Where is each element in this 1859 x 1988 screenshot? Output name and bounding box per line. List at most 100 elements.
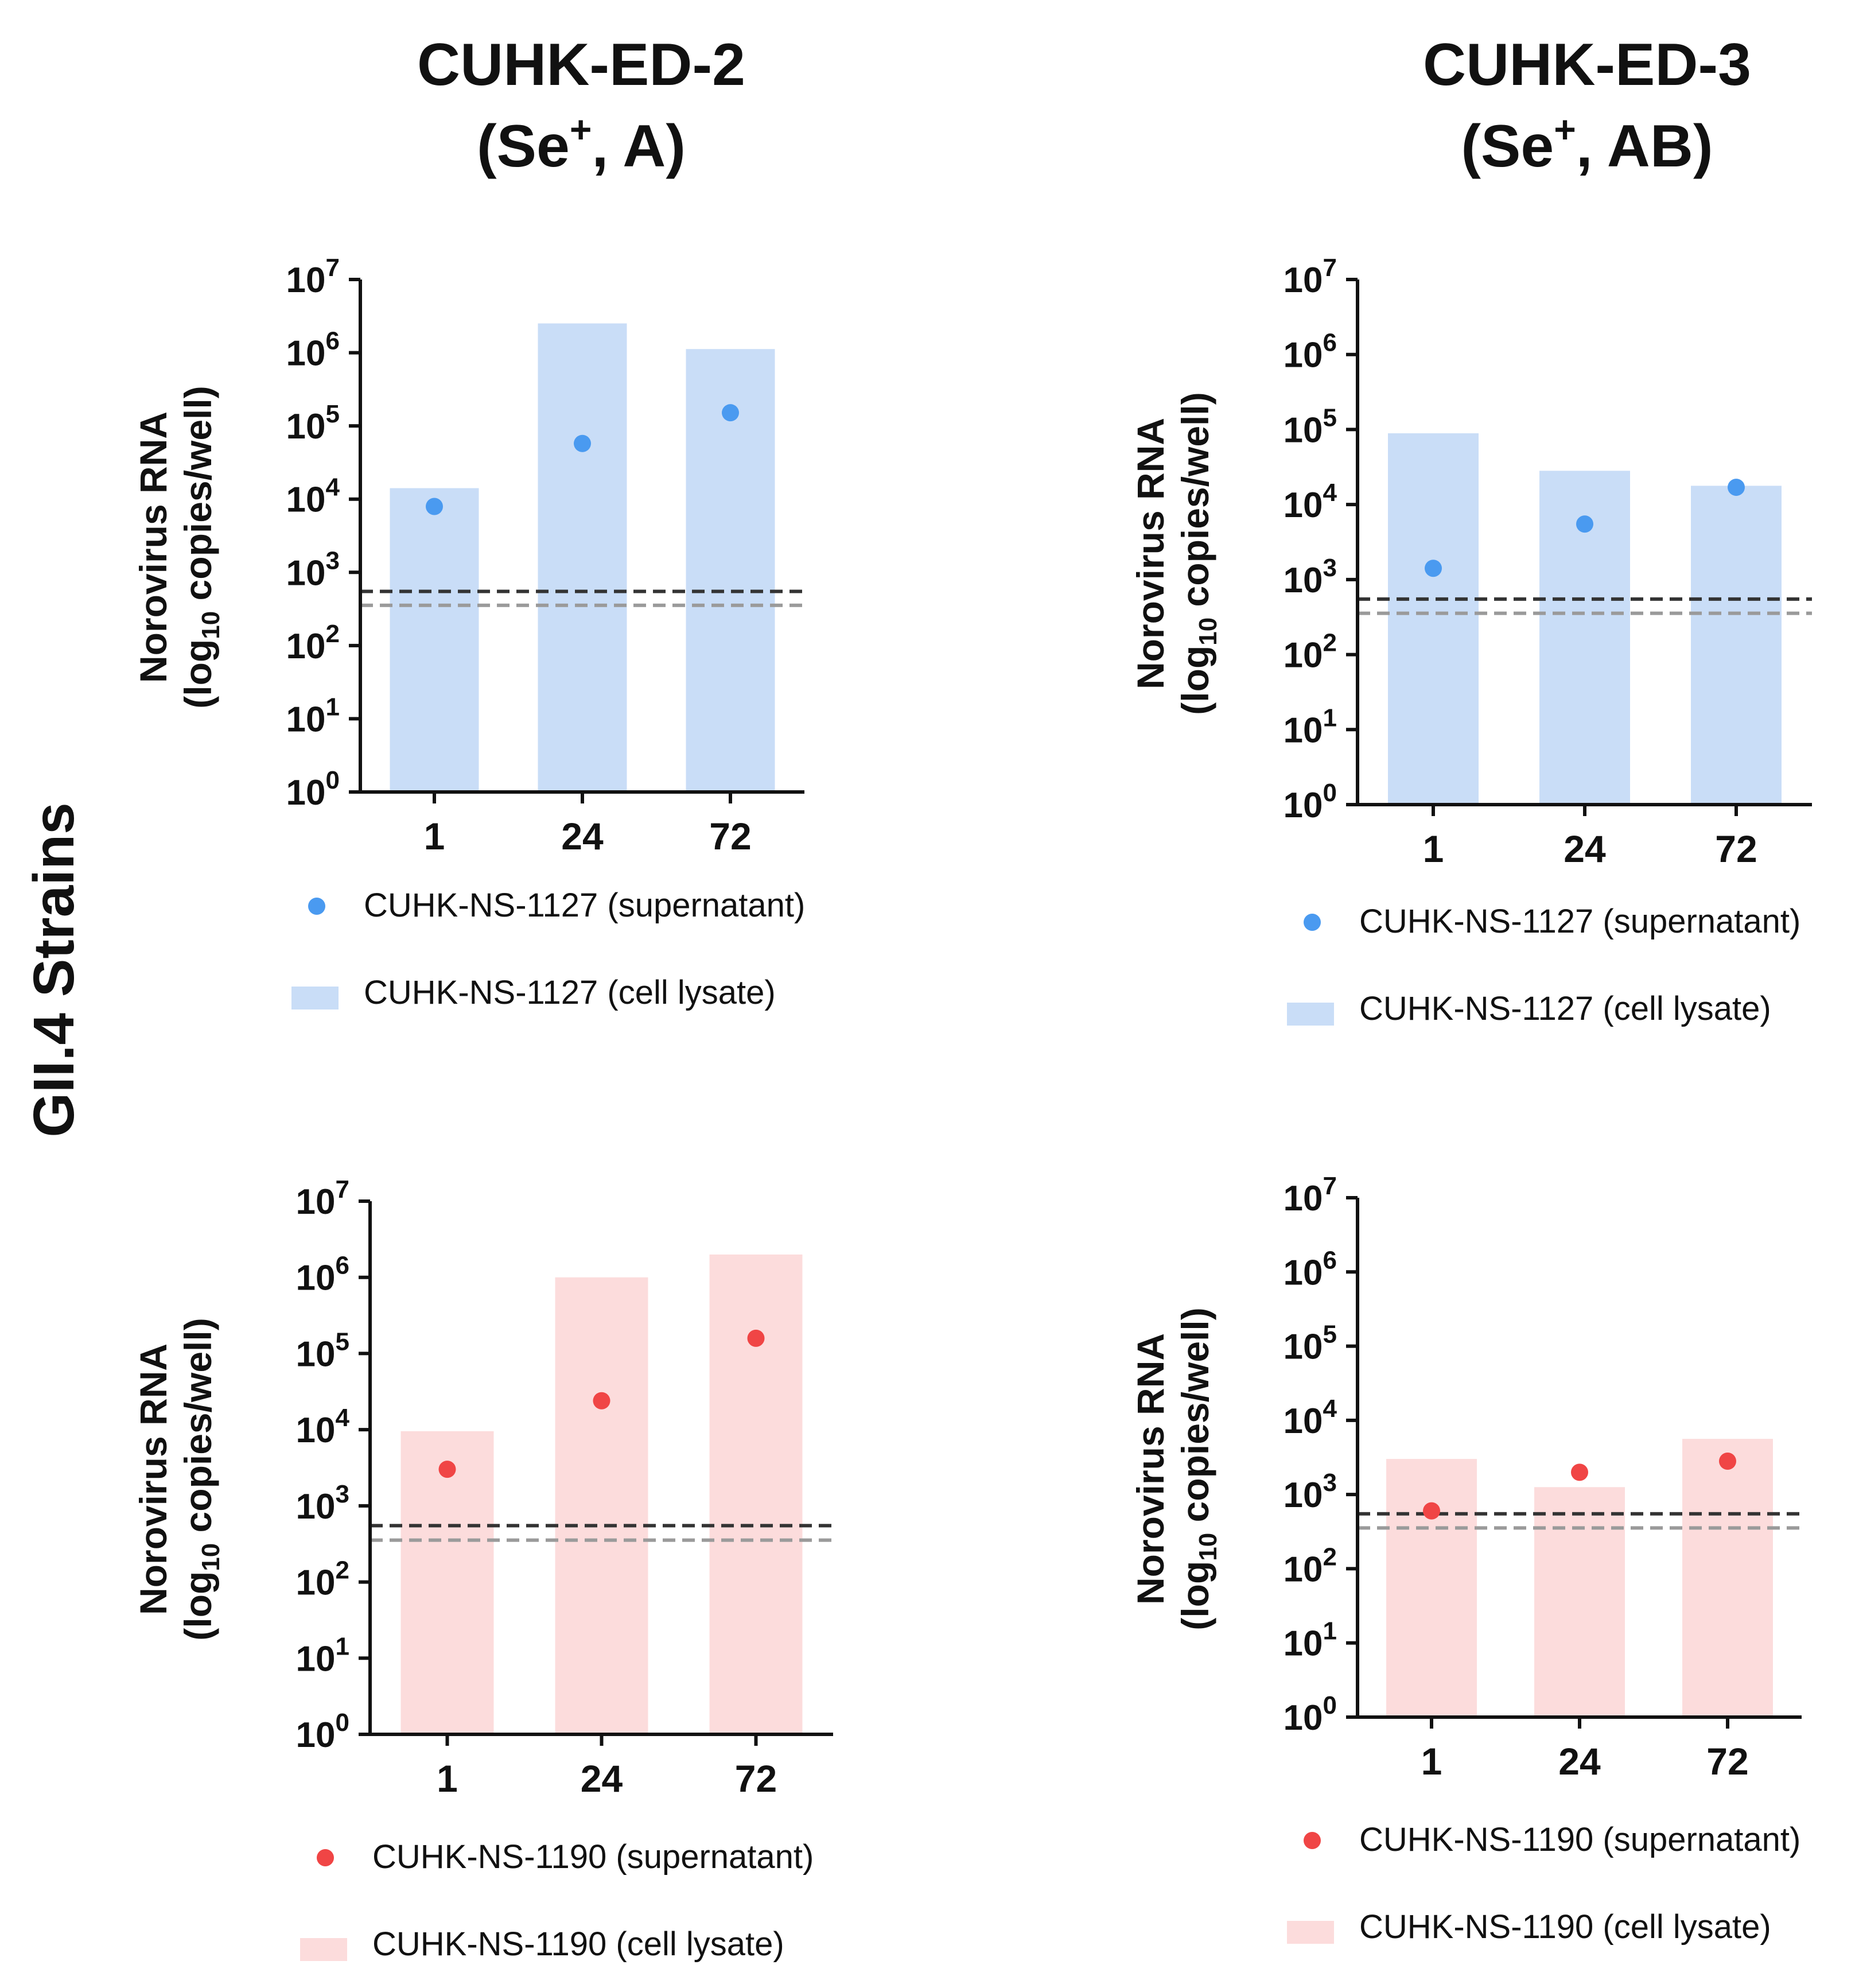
point-24	[574, 434, 591, 452]
point-1	[438, 1461, 456, 1478]
point-24	[1571, 1463, 1588, 1481]
x-tick-label: 24	[561, 815, 604, 857]
bar-72	[1682, 1439, 1773, 1717]
x-tick-label: 1	[437, 1757, 458, 1800]
legend-bar-swatch	[300, 1938, 347, 1961]
bar-72	[686, 349, 775, 792]
chart-panel-bottom-left: 100 101 102 103 104 105 106 107 1 24 72 Norovirus R…	[132, 1175, 833, 1963]
y-tick-label: 103	[296, 1480, 349, 1527]
y-tick-label: 105	[286, 400, 340, 446]
chart-panel-bottom-right: 100 101 102 103 104 105 106 107 1 24 72 Norovirus R…	[1129, 1172, 1802, 1946]
point-1	[1425, 560, 1442, 577]
column-subtitle-ed3: (Se+, AB)	[1461, 108, 1713, 180]
point-72	[1728, 479, 1745, 496]
y-axis-title-units: (log10 copies/well)	[1174, 392, 1222, 715]
legend-bar-label: CUHK-NS-1127 (cell lysate)	[1359, 990, 1771, 1027]
column-title-ed2: CUHK-ED-2	[417, 32, 745, 98]
bar-1	[390, 488, 479, 792]
legend-point-label: CUHK-NS-1127 (supernatant)	[364, 887, 805, 924]
legend-bar-label: CUHK-NS-1190 (cell lysate)	[1359, 1908, 1771, 1946]
y-tick-label: 101	[1284, 1617, 1337, 1664]
y-axis-title-units: (log10 copies/well)	[1174, 1307, 1222, 1630]
legend-point-swatch	[1304, 914, 1321, 931]
y-tick-label: 105	[1284, 1321, 1337, 1367]
point-24	[1576, 515, 1593, 533]
y-tick-label: 103	[1284, 554, 1337, 600]
x-tick-label: 24	[1564, 828, 1606, 870]
x-tick-label: 72	[735, 1757, 777, 1800]
y-tick-label: 104	[286, 473, 340, 520]
y-tick-label: 101	[296, 1632, 349, 1679]
point-72	[747, 1329, 765, 1347]
y-tick-label: 100	[286, 766, 340, 813]
y-tick-label: 105	[296, 1327, 349, 1374]
bar-24	[555, 1277, 648, 1734]
y-axis-title: Norovirus RNA	[132, 411, 174, 683]
chart-panel-top-right: 100 101 102 103 104 105 106 107 1 24 72 Norovirus R…	[1129, 254, 1812, 1027]
legend-point-swatch	[1304, 1832, 1321, 1849]
y-tick-label: 104	[296, 1404, 350, 1450]
x-tick-label: 24	[1558, 1740, 1601, 1783]
legend-point-label: CUHK-NS-1190 (supernatant)	[372, 1838, 814, 1876]
y-tick-label: 100	[296, 1709, 349, 1755]
y-tick-label: 107	[296, 1175, 349, 1222]
point-24	[593, 1392, 610, 1410]
legend-bar-label: CUHK-NS-1190 (cell lysate)	[372, 1925, 784, 1963]
point-72	[1719, 1452, 1736, 1470]
y-tick-label: 104	[1284, 479, 1337, 525]
y-tick-label: 102	[1284, 1543, 1337, 1589]
x-tick-label: 1	[424, 815, 445, 857]
y-tick-label: 102	[296, 1556, 349, 1603]
y-tick-label: 103	[286, 546, 340, 593]
bar-24	[538, 323, 627, 792]
bar-1	[1386, 1459, 1477, 1717]
legend-point-swatch	[317, 1849, 334, 1866]
point-1	[426, 498, 443, 515]
y-tick-label: 104	[1284, 1395, 1337, 1441]
y-tick-label: 105	[1284, 403, 1337, 450]
y-tick-label: 100	[1284, 1691, 1337, 1738]
y-tick-label: 106	[1284, 329, 1337, 375]
y-axis-title: Norovirus RNA	[1129, 1333, 1172, 1605]
y-tick-label: 101	[1284, 704, 1337, 750]
point-72	[722, 404, 739, 422]
legend-point-swatch	[308, 898, 325, 915]
y-tick-label: 100	[1284, 779, 1337, 825]
y-tick-label: 102	[286, 620, 340, 666]
y-axis-title-units: (log10 copies/well)	[177, 1318, 225, 1640]
legend-bar-swatch	[291, 987, 339, 1009]
x-tick-label: 24	[581, 1757, 623, 1800]
bar-1	[1388, 433, 1479, 805]
x-tick-label: 72	[1706, 1740, 1748, 1783]
x-tick-label: 1	[1421, 1740, 1442, 1783]
y-tick-label: 107	[286, 254, 340, 300]
y-axis-title-units: (log10 copies/well)	[177, 386, 225, 708]
point-1	[1423, 1502, 1440, 1520]
y-tick-label: 107	[1284, 1172, 1337, 1218]
legend-point-label: CUHK-NS-1127 (supernatant)	[1359, 903, 1800, 940]
x-tick-label: 72	[1715, 828, 1757, 870]
y-tick-label: 102	[1284, 629, 1337, 675]
y-tick-label: 103	[1284, 1469, 1337, 1515]
legend-bar-swatch	[1287, 1921, 1334, 1944]
legend-point-label: CUHK-NS-1190 (supernatant)	[1359, 1821, 1800, 1858]
bar-72	[709, 1254, 803, 1734]
side-label-strains: GII.4 Strains	[22, 802, 86, 1137]
column-subtitle-ed2: (Se+, A)	[477, 108, 686, 180]
bar-72	[1691, 486, 1782, 805]
legend-bar-swatch	[1287, 1003, 1334, 1026]
x-tick-label: 1	[1423, 828, 1444, 870]
bar-1	[400, 1431, 494, 1734]
y-tick-label: 106	[296, 1252, 349, 1298]
y-tick-label: 101	[286, 693, 340, 739]
y-tick-label: 106	[1284, 1246, 1337, 1292]
legend-bar-label: CUHK-NS-1127 (cell lysate)	[364, 974, 776, 1011]
y-tick-label: 107	[1284, 254, 1337, 300]
chart-panel-top-left: 100 101 102 103 104 105 106 107 1 24 72 Norovirus R…	[132, 254, 805, 1011]
y-tick-label: 106	[286, 327, 340, 374]
y-axis-title: Norovirus RNA	[1129, 418, 1172, 689]
bar-24	[1534, 1487, 1625, 1717]
y-axis-title: Norovirus RNA	[132, 1344, 174, 1615]
x-tick-label: 72	[709, 815, 751, 857]
